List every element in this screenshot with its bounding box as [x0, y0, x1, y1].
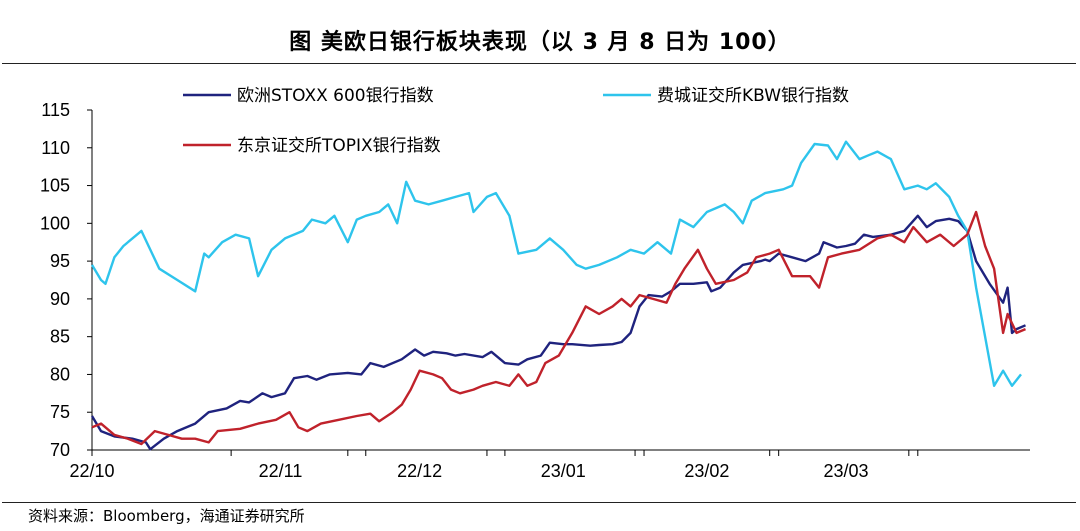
series-lines	[90, 140, 1026, 451]
y-tick-label: 110	[41, 138, 70, 158]
y-tick-label: 75	[50, 402, 70, 422]
x-tick-label: 23/02	[684, 461, 729, 481]
y-tick-label: 70	[50, 440, 70, 460]
title-rule	[2, 63, 1076, 64]
x-tick-label: 22/11	[259, 461, 303, 481]
y-tick-label: 95	[50, 251, 70, 271]
chart-title: 图 美欧日银行板块表现（以 3 月 8 日为 100）	[289, 30, 791, 55]
footer-rule	[2, 502, 1076, 503]
legend-label: 费城证交所KBW银行指数	[657, 86, 849, 106]
x-tick-label: 22/10	[69, 461, 114, 481]
series-line-2	[91, 210, 1026, 446]
x-tick-label: 22/12	[397, 461, 442, 481]
legend: 欧洲STOXX 600银行指数 费城证交所KBW银行指数东京证交所TOPIX银行指…	[183, 86, 849, 156]
legend-label: 东京证交所TOPIX银行指数	[237, 136, 441, 156]
legend-label: 欧洲STOXX 600银行指数	[237, 86, 434, 106]
series-line-1	[90, 140, 1022, 387]
x-tick-label: 23/01	[541, 461, 586, 481]
y-tick-label: 100	[40, 213, 70, 233]
source-note: 资料来源：Bloomberg，海通证券研究所	[28, 507, 305, 525]
y-tick-label: 105	[40, 176, 70, 196]
x-tick-label: 23/03	[823, 461, 868, 481]
y-tick-label: 85	[50, 327, 70, 347]
series-line-0	[90, 214, 1026, 451]
axes: 70 75 80 85 90 95 100 105 110 115 22/10 22/11 22/12 2…	[40, 100, 1030, 481]
y-tick-label: 115	[41, 100, 70, 120]
y-tick-label: 80	[50, 364, 70, 384]
y-tick-label: 90	[50, 289, 70, 309]
